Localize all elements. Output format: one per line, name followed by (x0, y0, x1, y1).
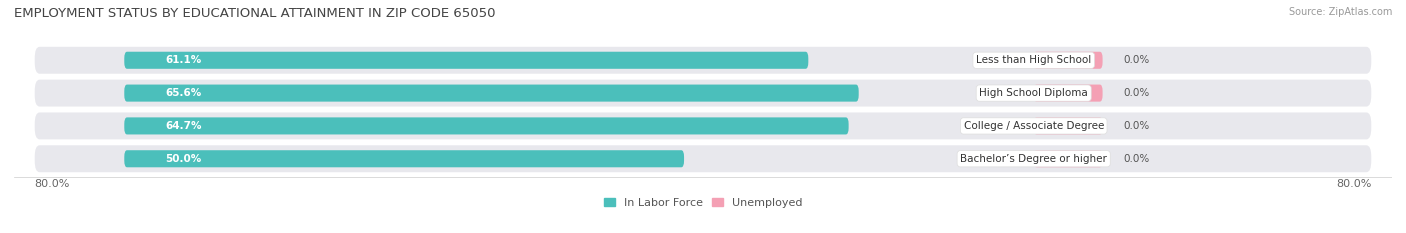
Text: 80.0%: 80.0% (1336, 179, 1371, 189)
Legend: In Labor Force, Unemployed: In Labor Force, Unemployed (603, 198, 803, 208)
FancyBboxPatch shape (1033, 85, 1102, 102)
Text: 0.0%: 0.0% (1123, 55, 1150, 65)
FancyBboxPatch shape (1033, 52, 1102, 69)
Text: 61.1%: 61.1% (166, 55, 202, 65)
Text: Source: ZipAtlas.com: Source: ZipAtlas.com (1288, 7, 1392, 17)
Text: 0.0%: 0.0% (1123, 154, 1150, 164)
FancyBboxPatch shape (1033, 150, 1102, 167)
Text: College / Associate Degree: College / Associate Degree (963, 121, 1104, 131)
FancyBboxPatch shape (124, 117, 849, 134)
Text: High School Diploma: High School Diploma (980, 88, 1088, 98)
FancyBboxPatch shape (124, 150, 685, 167)
FancyBboxPatch shape (35, 80, 1371, 106)
Text: 50.0%: 50.0% (166, 154, 202, 164)
Text: 0.0%: 0.0% (1123, 121, 1150, 131)
Text: 65.6%: 65.6% (166, 88, 202, 98)
Text: 64.7%: 64.7% (166, 121, 202, 131)
FancyBboxPatch shape (35, 47, 1371, 74)
Text: Less than High School: Less than High School (976, 55, 1091, 65)
Text: Bachelor’s Degree or higher: Bachelor’s Degree or higher (960, 154, 1107, 164)
Text: 80.0%: 80.0% (35, 179, 70, 189)
Text: 0.0%: 0.0% (1123, 88, 1150, 98)
Text: EMPLOYMENT STATUS BY EDUCATIONAL ATTAINMENT IN ZIP CODE 65050: EMPLOYMENT STATUS BY EDUCATIONAL ATTAINM… (14, 7, 495, 20)
FancyBboxPatch shape (1033, 117, 1102, 134)
FancyBboxPatch shape (35, 113, 1371, 139)
FancyBboxPatch shape (124, 85, 859, 102)
FancyBboxPatch shape (35, 145, 1371, 172)
FancyBboxPatch shape (124, 52, 808, 69)
